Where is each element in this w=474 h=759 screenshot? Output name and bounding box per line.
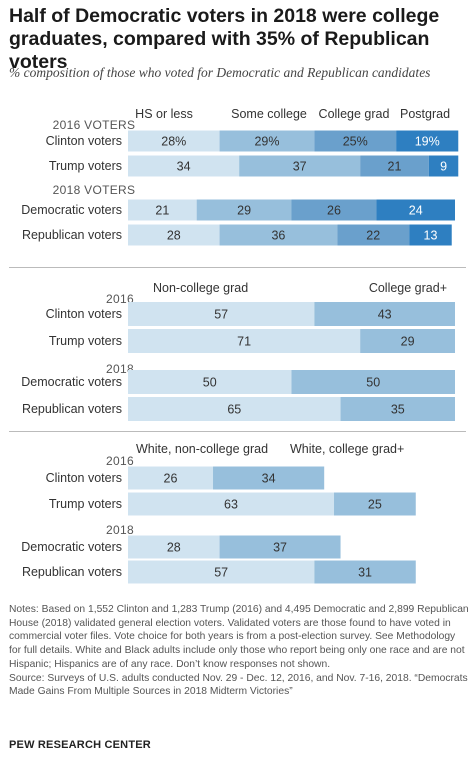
bar-segment — [128, 492, 335, 516]
bar-segment — [337, 224, 410, 246]
legend-label: College grad+ — [369, 281, 447, 295]
value-label: 50 — [366, 376, 380, 390]
bar-segment — [376, 199, 455, 221]
row-label: Clinton voters — [46, 471, 122, 485]
bar-segment — [428, 155, 459, 177]
value-label: 26 — [327, 204, 341, 218]
value-label: 28 — [167, 229, 181, 243]
legend-label: Some college — [231, 107, 307, 121]
bar-segment — [291, 370, 455, 394]
bar-segment — [314, 130, 397, 152]
value-label: 13 — [424, 229, 438, 243]
row-label: Trump voters — [49, 497, 122, 511]
legend-label: Non-college grad — [153, 281, 248, 295]
group-label: 2016 — [106, 454, 134, 468]
value-label: 29% — [254, 135, 279, 149]
notes-text: Notes: Based on 1,552 Clinton and 1,283 … — [9, 604, 469, 670]
value-label: 71 — [237, 335, 251, 349]
value-label: 28% — [161, 135, 186, 149]
value-label: 57 — [214, 308, 228, 322]
bar-segment — [128, 560, 315, 584]
value-label: 25 — [368, 498, 382, 512]
row-label: Trump voters — [49, 334, 122, 348]
value-label: 28 — [167, 541, 181, 555]
bar-segment — [128, 302, 315, 326]
value-label: 9 — [440, 160, 447, 174]
value-label: 29 — [401, 335, 415, 349]
bar-segment — [239, 155, 361, 177]
bar-segment — [340, 397, 455, 421]
notes-block: Notes: Based on 1,552 Clinton and 1,283 … — [9, 603, 469, 699]
bar-segment — [360, 329, 455, 353]
row-label: Republican voters — [22, 565, 122, 579]
value-label: 19% — [415, 135, 440, 149]
legend-label: White, non-college grad — [136, 442, 268, 456]
value-label: 36 — [271, 229, 285, 243]
row-label: Clinton voters — [46, 307, 122, 321]
value-label: 34 — [177, 160, 191, 174]
bar-segment — [128, 370, 292, 394]
bar-segment — [219, 535, 341, 559]
bar-segment — [128, 397, 341, 421]
row-label: Republican voters — [22, 402, 122, 416]
legend-label: HS or less — [135, 107, 193, 121]
value-label: 50 — [203, 376, 217, 390]
bar-segment — [128, 535, 220, 559]
row-label: Trump voters — [49, 159, 122, 173]
value-label: 26 — [164, 472, 178, 486]
source-text: Source: Surveys of U.S. adults conducted… — [9, 672, 468, 698]
row-label: Democratic voters — [21, 540, 122, 554]
bar-segment — [128, 466, 214, 490]
bar-segment — [360, 155, 429, 177]
row-label: Democratic voters — [21, 203, 122, 217]
bar-segment — [291, 199, 377, 221]
value-label: 25% — [343, 135, 368, 149]
group-label: 2018 — [106, 523, 134, 537]
bar-segment — [219, 224, 338, 246]
value-label: 29 — [237, 204, 251, 218]
value-label: 43 — [378, 308, 392, 322]
value-label: 63 — [224, 498, 238, 512]
bar-segment — [396, 130, 459, 152]
group-label: 2018 VOTERS — [53, 183, 136, 197]
value-label: 21 — [388, 160, 402, 174]
group-label: 2016 VOTERS — [53, 118, 136, 132]
bar-segment — [219, 130, 315, 152]
group-label: 2016 — [106, 292, 134, 306]
row-label: Clinton voters — [46, 134, 122, 148]
row-label: Democratic voters — [21, 375, 122, 389]
legend-label: College grad — [319, 107, 390, 121]
bar-segment — [314, 560, 416, 584]
chart-title: Half of Democratic voters in 2018 were c… — [9, 5, 440, 73]
bar-segment — [128, 199, 197, 221]
bar-segment — [128, 224, 220, 246]
legend-label: Postgrad — [400, 107, 450, 121]
bar-segment — [196, 199, 292, 221]
chart-subtitle: % composition of those who voted for Dem… — [9, 65, 431, 80]
value-label: 24 — [409, 204, 423, 218]
legend-label: White, college grad+ — [290, 442, 404, 456]
brand-label: PEW RESEARCH CENTER — [9, 739, 151, 751]
row-label: Republican voters — [22, 228, 122, 242]
value-label: 21 — [155, 204, 169, 218]
value-label: 65 — [227, 403, 241, 417]
value-label: 34 — [262, 472, 276, 486]
bar-segment — [409, 224, 452, 246]
bar-segment — [128, 155, 240, 177]
value-label: 57 — [214, 566, 228, 580]
bar-segment — [213, 466, 325, 490]
bar-segment — [334, 492, 416, 516]
bar-segment — [128, 130, 220, 152]
value-label: 22 — [366, 229, 380, 243]
group-label: 2018 — [106, 362, 134, 376]
value-label: 37 — [273, 541, 287, 555]
value-label: 35 — [391, 403, 405, 417]
value-label: 31 — [358, 566, 372, 580]
value-label: 37 — [293, 160, 307, 174]
bar-segment — [314, 302, 455, 326]
bar-segment — [128, 329, 361, 353]
